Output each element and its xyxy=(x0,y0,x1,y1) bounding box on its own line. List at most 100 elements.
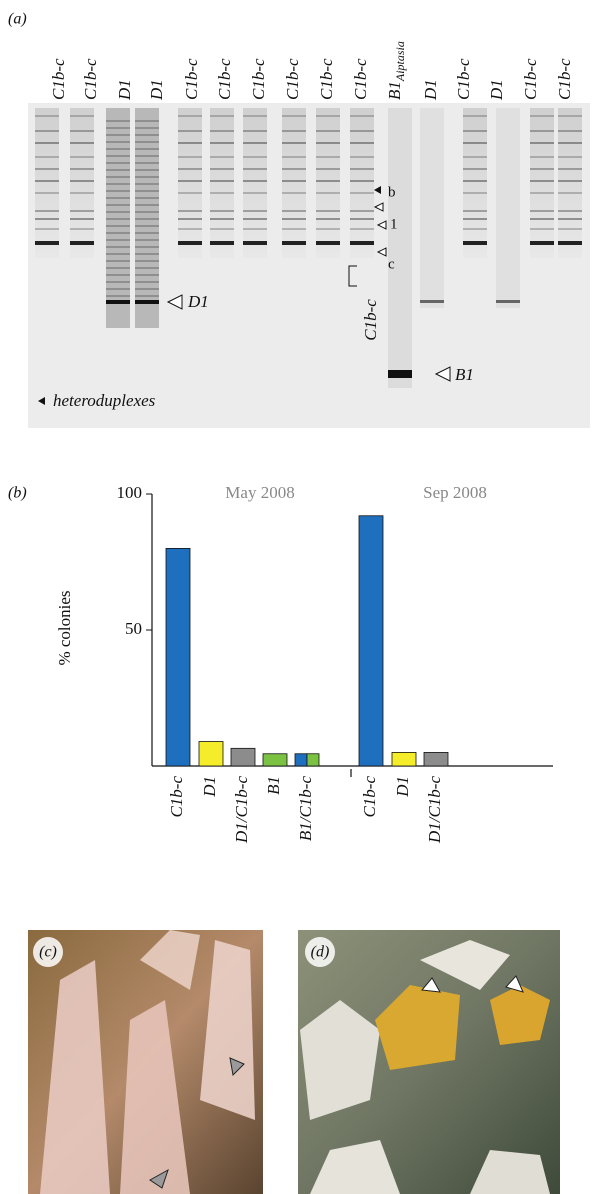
bar xyxy=(391,752,417,767)
band xyxy=(35,228,59,230)
annotation: 1 xyxy=(390,216,398,232)
x-tick-label: B1/C1b-c xyxy=(296,776,315,842)
band xyxy=(463,241,487,245)
band xyxy=(135,267,159,269)
band xyxy=(70,241,94,245)
panel-label: (c) xyxy=(39,944,57,961)
band xyxy=(178,210,202,212)
band xyxy=(70,142,94,144)
band xyxy=(106,295,130,297)
lane-label: D1 xyxy=(147,79,166,101)
band xyxy=(135,253,159,255)
arrow xyxy=(374,186,381,194)
band xyxy=(70,156,94,158)
bar xyxy=(423,752,449,767)
band xyxy=(178,241,202,245)
annotation: D1 xyxy=(187,292,209,311)
band xyxy=(558,218,582,220)
band xyxy=(558,192,582,194)
band xyxy=(558,168,582,170)
chart: 50 100 May 2008 C1b-c D1 D1/C1b-c B1 B1/C1b-c Se… xyxy=(117,483,553,844)
lane xyxy=(420,108,444,308)
band xyxy=(388,370,412,378)
band xyxy=(496,300,520,303)
band xyxy=(106,288,130,290)
band xyxy=(106,148,130,150)
band xyxy=(135,288,159,290)
band xyxy=(106,183,130,185)
band xyxy=(106,197,130,199)
band xyxy=(530,241,554,245)
band xyxy=(316,218,340,220)
band xyxy=(316,156,340,158)
band xyxy=(106,204,130,206)
band xyxy=(135,246,159,248)
band xyxy=(530,168,554,170)
band xyxy=(70,218,94,220)
band xyxy=(350,168,374,170)
x-tick-label: D1 xyxy=(393,776,412,798)
band xyxy=(135,190,159,192)
band xyxy=(210,192,234,194)
band xyxy=(135,162,159,164)
band xyxy=(135,127,159,129)
lane xyxy=(70,108,94,258)
lane xyxy=(35,108,59,258)
lane-label: C1b-c xyxy=(283,58,302,100)
lane-label: C1b-c xyxy=(215,58,234,100)
band xyxy=(282,228,306,230)
band xyxy=(135,295,159,297)
band xyxy=(463,142,487,144)
band xyxy=(210,156,234,158)
lane-label: D1 xyxy=(487,79,506,101)
bar xyxy=(358,515,384,767)
band xyxy=(106,169,130,171)
band xyxy=(106,162,130,164)
band xyxy=(350,180,374,182)
band xyxy=(530,192,554,194)
band xyxy=(178,168,202,170)
band xyxy=(135,239,159,241)
band xyxy=(135,141,159,143)
band xyxy=(530,210,554,212)
band xyxy=(350,241,374,245)
lane xyxy=(178,108,202,258)
band xyxy=(210,142,234,144)
lane xyxy=(496,108,520,308)
y-tick-label: 50 xyxy=(125,619,142,638)
band xyxy=(316,228,340,230)
band xyxy=(178,115,202,117)
band xyxy=(135,183,159,185)
band xyxy=(210,168,234,170)
band xyxy=(316,210,340,212)
bar xyxy=(165,548,191,767)
band xyxy=(530,130,554,132)
band xyxy=(35,180,59,182)
band xyxy=(463,130,487,132)
y-tick-label: 100 xyxy=(117,483,143,502)
band xyxy=(35,168,59,170)
panel-label: (d) xyxy=(311,944,330,961)
band xyxy=(135,274,159,276)
band xyxy=(35,241,59,245)
band xyxy=(243,192,267,194)
band xyxy=(210,115,234,117)
panel-label: (a) xyxy=(8,11,27,28)
band xyxy=(178,142,202,144)
lane-label: C1b-c xyxy=(454,58,473,100)
band xyxy=(35,218,59,220)
band xyxy=(463,168,487,170)
x-tick-label: C1b-c xyxy=(167,776,186,818)
gel-lanes xyxy=(35,108,582,388)
lane xyxy=(210,108,234,258)
band xyxy=(558,210,582,212)
band xyxy=(243,210,267,212)
band xyxy=(420,300,444,303)
band xyxy=(135,169,159,171)
lane xyxy=(350,108,374,258)
band xyxy=(243,218,267,220)
band xyxy=(463,180,487,182)
arrow xyxy=(376,247,387,257)
band xyxy=(106,155,130,157)
